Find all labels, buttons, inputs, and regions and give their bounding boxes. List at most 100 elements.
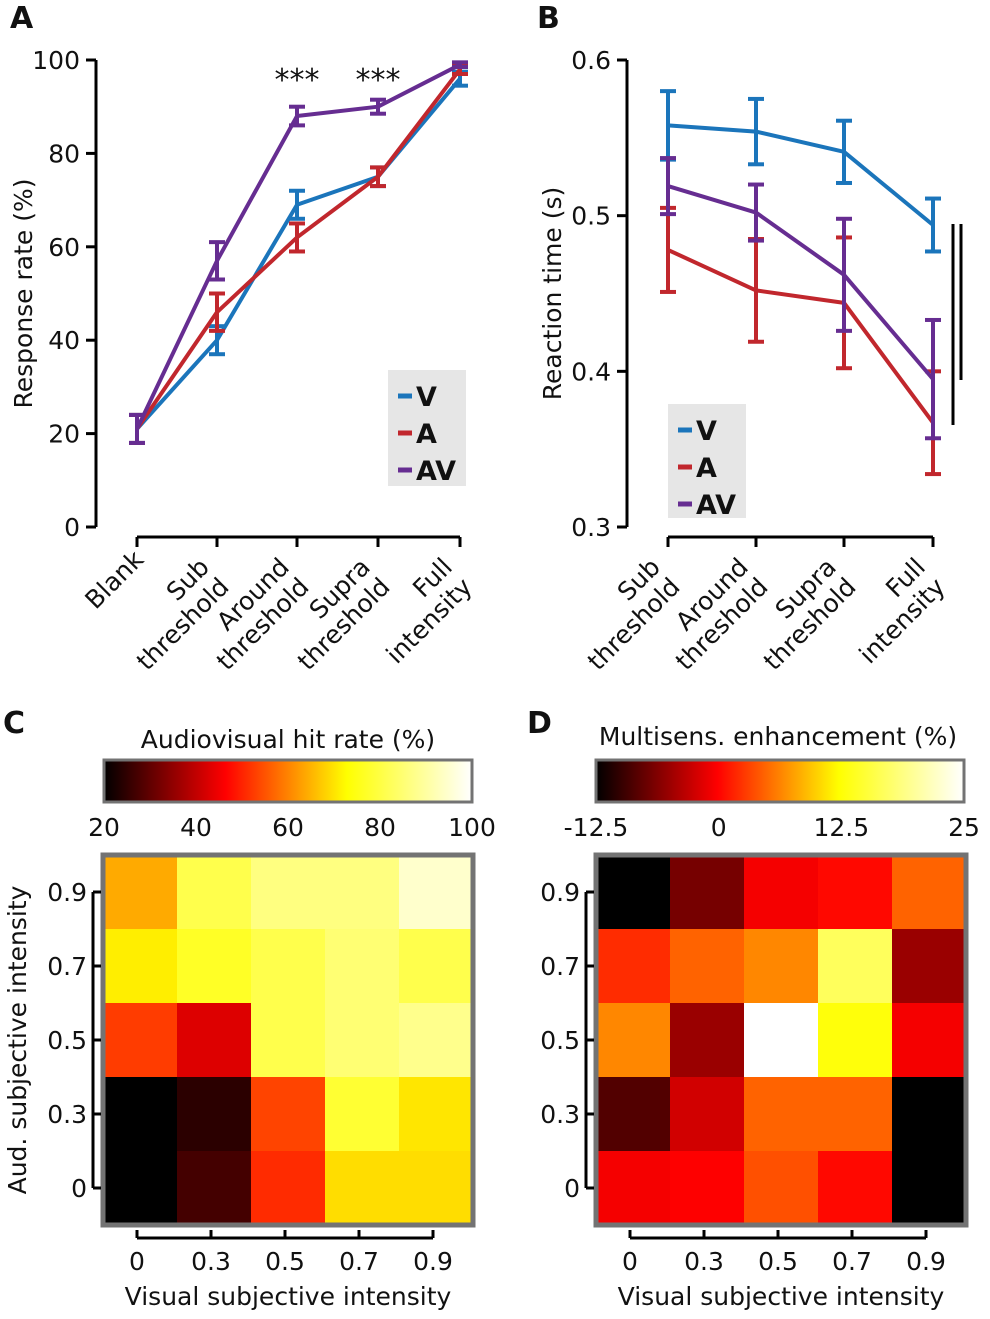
x-tick-label: 0.5 — [265, 1247, 305, 1276]
heatmap-cell — [596, 1003, 671, 1078]
panel-letter-a: A — [10, 1, 34, 36]
colorbar-tick-label: 20 — [88, 813, 120, 842]
x-tick-label: 0.7 — [832, 1247, 872, 1276]
heatmap-cell — [596, 1077, 671, 1152]
x-tick-label: Subthreshold — [562, 552, 686, 676]
heatmap-cell — [744, 1077, 819, 1152]
heatmap-cell — [744, 1003, 819, 1078]
reaction-time-chart: 0.3 0.4 0.5 0.6 Reaction time (s) Subthreshol… — [538, 46, 990, 676]
x-tick-label: Blank — [79, 544, 149, 614]
y-tick-label: 0 — [64, 513, 80, 542]
y-tick-label: 0.7 — [47, 952, 87, 981]
legend-box — [388, 370, 466, 486]
heatmap-cell — [177, 1077, 252, 1152]
heatmap-cell — [670, 1151, 745, 1226]
x-tick-label: Fullintensity — [361, 552, 478, 669]
heatmap-cell — [103, 1151, 178, 1226]
error-bar-a — [289, 221, 305, 254]
heatmap-cell — [399, 1003, 474, 1078]
heatmap-cell — [596, 855, 671, 930]
heatmap-cell — [103, 855, 178, 930]
y-tick-label: 20 — [48, 420, 80, 449]
heatmap-cell — [103, 1003, 178, 1078]
heatmap-cell — [818, 855, 893, 930]
y-tick-label: 60 — [48, 233, 80, 262]
colorbar — [102, 758, 474, 804]
y-tick-label: 0.9 — [47, 878, 87, 907]
multisensory-enhancement-heatmap: Multisens. enhancement (%) -12.5 0 12.5 25 0.… — [540, 722, 980, 1311]
significance-marker: *** — [275, 63, 320, 98]
y-axis-label: Reaction time (s) — [538, 187, 567, 401]
heatmap-cell — [818, 1077, 893, 1152]
heatmap-cell — [325, 855, 400, 930]
heatmap-cell — [670, 1077, 745, 1152]
error-bar-av — [660, 156, 676, 217]
colorbar — [594, 758, 966, 804]
x-tick-label-line: Blank — [79, 544, 149, 614]
error-bar-av — [836, 216, 852, 333]
legend-label-a: A — [416, 419, 437, 450]
error-bar-a — [370, 165, 386, 189]
x-tick-label: 0.3 — [191, 1247, 231, 1276]
y-tick-label: 0 — [564, 1174, 580, 1203]
heatmap-cell — [399, 855, 474, 930]
error-bar-av — [748, 182, 764, 243]
heatmap-cell — [892, 1077, 967, 1152]
significance-marker: *** — [356, 63, 401, 98]
error-bar-av — [370, 97, 386, 116]
y-tick-label: 40 — [48, 326, 80, 355]
x-tick-label: 0.7 — [339, 1247, 379, 1276]
colorbar-tick-label: 12.5 — [813, 813, 869, 842]
y-tick-label: 0.3 — [47, 1100, 87, 1129]
y-tick-label: 0.3 — [571, 513, 611, 542]
colorbar-tick-label: -12.5 — [564, 813, 629, 842]
legend-label-a: A — [696, 453, 717, 484]
heatmap-cell — [251, 1003, 326, 1078]
y-tick-label: 0.3 — [540, 1100, 580, 1129]
legend-label-v: V — [416, 382, 437, 413]
heatmap-cell — [596, 929, 671, 1004]
y-tick-label: 0.5 — [571, 202, 611, 231]
heatmap-cell — [892, 1151, 967, 1226]
legend: VA AV — [388, 370, 466, 487]
y-tick-label: 0.7 — [540, 952, 580, 981]
error-bar-av — [925, 317, 941, 441]
heatmap-cell — [103, 929, 178, 1004]
y-tick-label: 80 — [48, 139, 80, 168]
x-axis-label: Visual subjective intensity — [125, 1282, 452, 1311]
x-tick-label: 0 — [622, 1247, 638, 1276]
heatmap-cell — [399, 929, 474, 1004]
heatmap-cell — [596, 1151, 671, 1226]
heatmap-cell — [399, 1151, 474, 1226]
legend-label-v: V — [696, 416, 717, 447]
x-tick-label: 0.5 — [758, 1247, 798, 1276]
colorbar-tick-label: 100 — [448, 813, 496, 842]
error-bar-a — [209, 291, 225, 333]
heatmap-cell — [325, 1151, 400, 1226]
y-tick-label: 100 — [32, 46, 80, 75]
heatmap-cell — [251, 855, 326, 930]
y-tick-label: 0.6 — [571, 46, 611, 75]
y-axis-label: Response rate (%) — [9, 178, 38, 408]
heatmap-cell — [325, 1003, 400, 1078]
heatmap-cell — [325, 929, 400, 1004]
y-axis-label: Aud. subjective intensity — [3, 885, 32, 1194]
heatmap-cell — [251, 1077, 326, 1152]
error-bar-v — [925, 196, 941, 254]
error-bar-v — [289, 188, 305, 221]
y-tick-label: 0.5 — [540, 1026, 580, 1055]
heatmap-cell — [892, 855, 967, 930]
colorbar-tick-label: 25 — [948, 813, 980, 842]
y-tick-label: 0.4 — [571, 357, 611, 386]
colorbar-tick-label: 0 — [711, 813, 727, 842]
series-line-a — [667, 248, 935, 424]
heatmap-cell — [818, 1003, 893, 1078]
error-bar-a — [660, 205, 676, 294]
heatmap-cell — [818, 1151, 893, 1226]
heatmap-cell — [251, 929, 326, 1004]
heatmap-cell — [399, 1077, 474, 1152]
error-bar-av — [452, 60, 468, 70]
legend-label-av: AV — [696, 490, 736, 521]
